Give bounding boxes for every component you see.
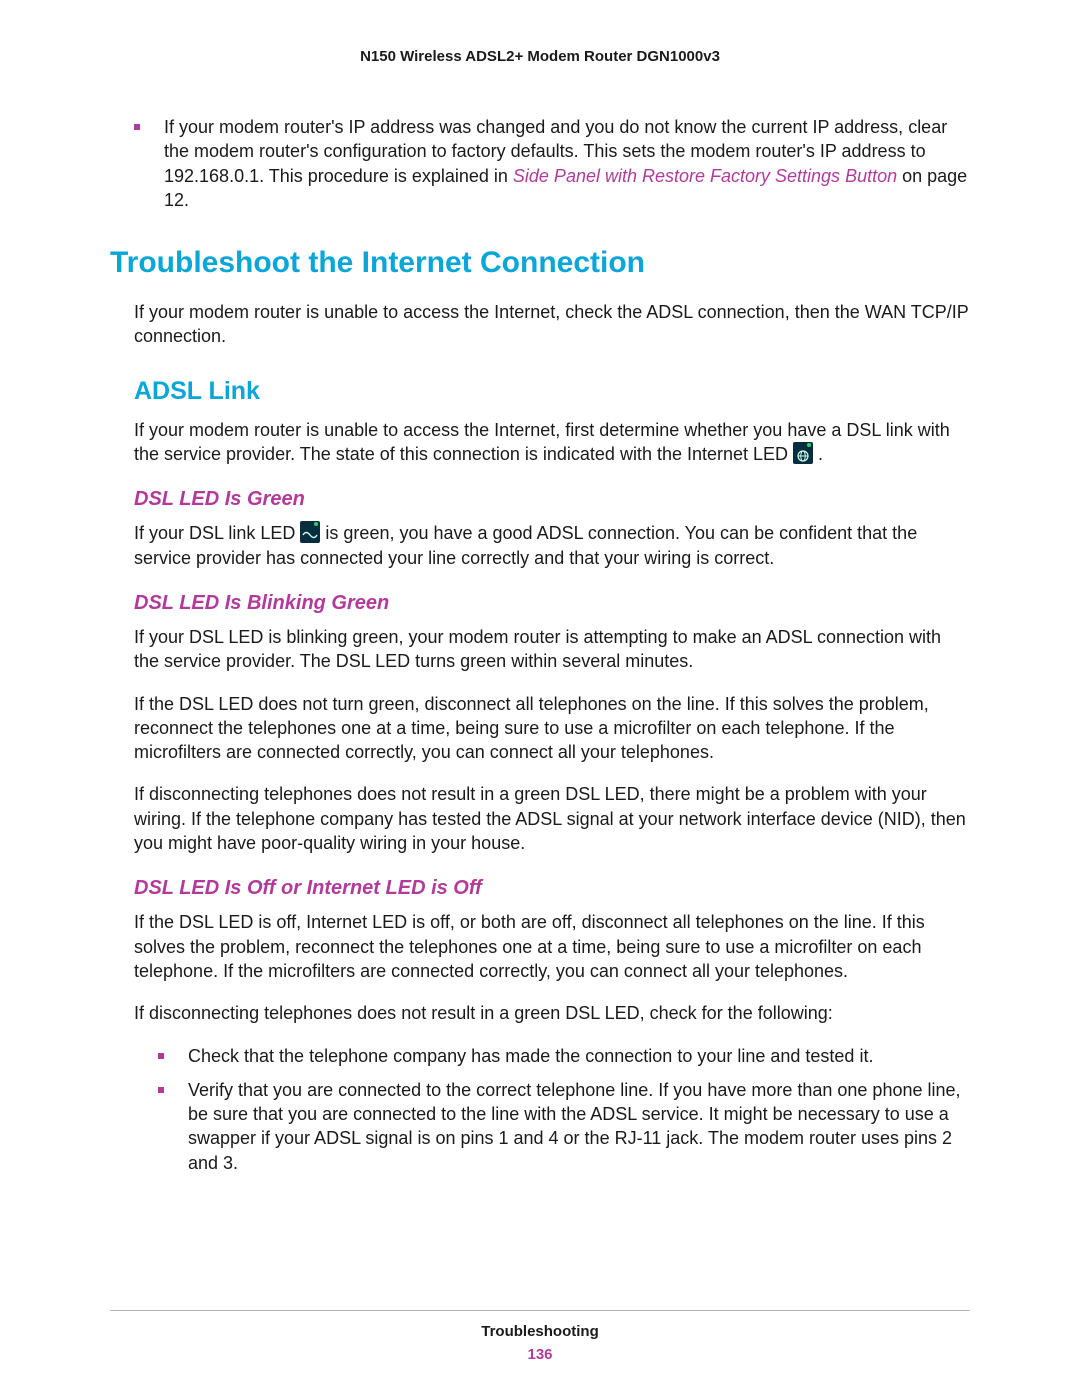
- bullet-dot: [158, 1087, 164, 1093]
- dsl-off-p2: If disconnecting telephones does not res…: [134, 1001, 970, 1025]
- bullet-text: Check that the telephone company has mad…: [188, 1044, 873, 1068]
- section-heading-troubleshoot: Troubleshoot the Internet Connection: [110, 246, 970, 280]
- subsub-dsl-green: DSL LED Is Green: [134, 488, 970, 511]
- list-item: Verify that you are connected to the cor…: [158, 1078, 970, 1175]
- bullet-dot: [134, 124, 140, 130]
- footer-page-number: 136: [110, 1346, 970, 1363]
- list-item: Check that the telephone company has mad…: [158, 1044, 970, 1068]
- subheading-adsl-link: ADSL Link: [134, 377, 970, 406]
- section-intro: If your modem router is unable to access…: [134, 300, 970, 349]
- dsl-off-bullets: Check that the telephone company has mad…: [158, 1044, 970, 1175]
- adsl-intro-after: .: [818, 444, 823, 464]
- link-side-panel[interactable]: Side Panel with Restore Factory Settings…: [513, 166, 897, 186]
- adsl-intro-before: If your modem router is unable to access…: [134, 420, 950, 464]
- document-page: N150 Wireless ADSL2+ Modem Router DGN100…: [0, 0, 1080, 1397]
- intro-bullet: If your modem router's IP address was ch…: [134, 115, 970, 212]
- dsl-wave-icon: [300, 521, 320, 543]
- bullet-dot: [158, 1053, 164, 1059]
- dsl-blinking-p3: If disconnecting telephones does not res…: [134, 782, 970, 855]
- dsl-blinking-p2: If the DSL LED does not turn green, disc…: [134, 692, 970, 765]
- dsl-off-p1: If the DSL LED is off, Internet LED is o…: [134, 910, 970, 983]
- intro-bullet-text: If your modem router's IP address was ch…: [164, 115, 970, 212]
- subsub-dsl-blinking: DSL LED Is Blinking Green: [134, 592, 970, 615]
- footer-chapter: Troubleshooting: [110, 1323, 970, 1340]
- page-footer: Troubleshooting 136: [110, 1310, 970, 1363]
- subsub-dsl-off: DSL LED Is Off or Internet LED is Off: [134, 877, 970, 900]
- dsl-green-before: If your DSL link LED: [134, 523, 300, 543]
- dsl-green-p1: If your DSL link LED is green, you have …: [134, 521, 970, 570]
- footer-rule: [110, 1310, 970, 1311]
- dsl-blinking-p1: If your DSL LED is blinking green, your …: [134, 625, 970, 674]
- running-header: N150 Wireless ADSL2+ Modem Router DGN100…: [110, 48, 970, 65]
- bullet-text: Verify that you are connected to the cor…: [188, 1078, 970, 1175]
- adsl-intro: If your modem router is unable to access…: [134, 418, 970, 467]
- globe-icon: [793, 442, 813, 464]
